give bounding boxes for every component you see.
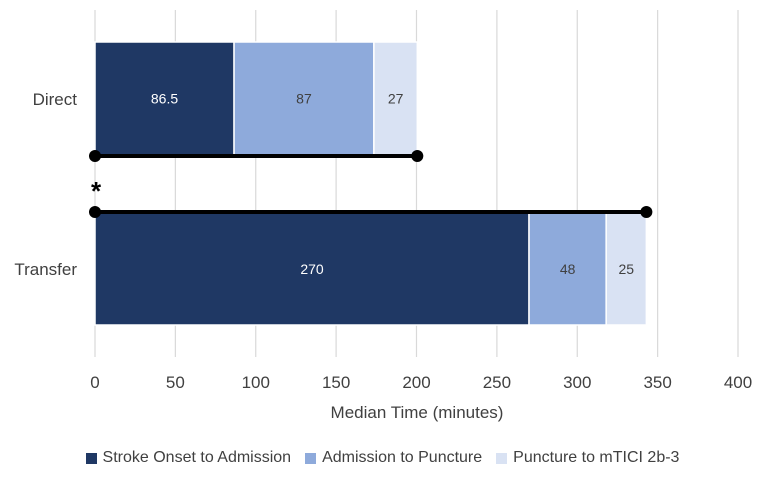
x-tick-label-350: 350 xyxy=(643,373,671,392)
data-label-transfer-series-2: 25 xyxy=(618,261,634,277)
category-label-transfer: Transfer xyxy=(14,260,77,279)
legend-label-2: Puncture to mTICI 2b-3 xyxy=(513,449,680,466)
legend-label-1: Admission to Puncture xyxy=(322,449,483,466)
data-label-direct-series-1: 87 xyxy=(296,91,312,107)
data-label-direct-series-2: 27 xyxy=(388,91,404,107)
data-label-transfer-series-1: 48 xyxy=(560,261,576,277)
total-line-start-dot-transfer xyxy=(89,206,101,218)
x-tick-label-250: 250 xyxy=(483,373,511,392)
x-tick-label-400: 400 xyxy=(724,373,752,392)
x-tick-label-200: 200 xyxy=(402,373,430,392)
legend-swatch-2 xyxy=(496,452,508,464)
legend-swatch-0 xyxy=(85,452,97,464)
data-label-direct-series-0: 86.5 xyxy=(151,91,178,107)
total-line-end-dot-transfer xyxy=(640,206,653,218)
data-label-transfer-series-0: 270 xyxy=(300,261,324,277)
legend-label-0: Stroke Onset to Admission xyxy=(102,449,292,466)
legend: Stroke Onset to Admission Admission to P… xyxy=(0,449,765,467)
x-axis-title: Median Time (minutes) xyxy=(331,403,504,422)
x-tick-label-0: 0 xyxy=(90,373,99,392)
bar-transfer-series-0 xyxy=(94,212,530,326)
bar-transfer-series-2 xyxy=(605,212,648,326)
x-tick-label-100: 100 xyxy=(242,373,270,392)
category-label-direct: Direct xyxy=(33,90,78,109)
x-tick-label-50: 50 xyxy=(166,373,185,392)
x-tick-label-300: 300 xyxy=(563,373,591,392)
total-line-start-dot-direct xyxy=(89,150,101,162)
total-line-end-dot-direct xyxy=(411,150,424,162)
significance-asterisk: * xyxy=(91,176,102,206)
legend-item-1: Admission to Puncture xyxy=(305,449,482,467)
bar-transfer-series-1 xyxy=(528,212,607,326)
legend-item-2: Puncture to mTICI 2b-3 xyxy=(496,449,679,467)
legend-item-0: Stroke Onset to Admission xyxy=(85,449,292,467)
legend-swatch-1 xyxy=(305,452,317,464)
x-tick-label-150: 150 xyxy=(322,373,350,392)
